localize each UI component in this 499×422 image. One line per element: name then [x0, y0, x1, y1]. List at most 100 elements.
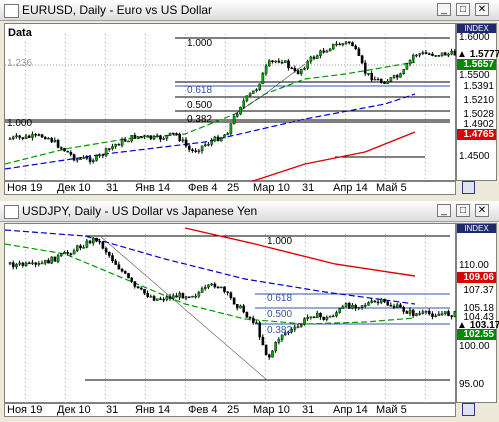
grid-dot — [145, 118, 146, 119]
eurusd-candle — [255, 89, 258, 91]
usdjpy-titlebar[interactable]: USDJPY, Daily - US Dollar vs Japanese Ye… — [0, 201, 499, 222]
chart-settings-icon[interactable] — [462, 403, 475, 416]
eurusd-candle — [351, 42, 354, 47]
grid-dot — [425, 334, 426, 335]
grid-dot — [25, 310, 26, 311]
eurusd-candle — [152, 136, 156, 140]
grid-dot — [105, 382, 106, 383]
grid-dot — [65, 242, 66, 243]
eurusd-candle — [338, 43, 342, 46]
grid-dot — [185, 134, 186, 135]
eurusd-candle — [415, 54, 418, 57]
grid-dot — [225, 98, 226, 99]
usdjpy-candle — [309, 316, 313, 318]
grid-dot — [225, 158, 226, 159]
price-label-1-6000: 1.6000 — [459, 32, 490, 43]
grid-dot — [65, 70, 66, 71]
grid-dot — [425, 54, 426, 55]
grid-dot — [25, 370, 26, 371]
usdjpy-plot-area[interactable]: 1.000 0.618 0.500 0.382 — [4, 223, 457, 403]
usdjpy-candle — [296, 326, 300, 328]
grid-dot — [25, 86, 26, 87]
grid-dot — [25, 274, 26, 275]
grid-dot — [385, 94, 386, 95]
grid-dot — [25, 142, 26, 143]
grid-dot — [225, 154, 226, 155]
minimize-button[interactable]: _ — [437, 3, 451, 16]
grid-dot — [345, 326, 346, 327]
grid-dot — [265, 166, 266, 167]
close-button[interactable]: ✕ — [475, 204, 489, 217]
grid-dot — [225, 50, 226, 51]
usdjpy-candle — [271, 350, 274, 358]
usdjpy-candle — [210, 283, 214, 286]
usdjpy-price-scale[interactable]: INDEX 110.00 109.06 107.37 105.18 104.43… — [456, 223, 499, 403]
usdjpy-candle — [268, 354, 271, 358]
grid-dot — [265, 142, 266, 143]
x-label: Янв 14 — [135, 404, 171, 416]
green-ma-price-box: 102.55 — [457, 329, 496, 340]
grid-dot — [345, 366, 346, 367]
grid-dot — [225, 374, 226, 375]
eurusd-plot-area[interactable]: Data 1.000 1.236 0.618 0.500 0.382 1.000 — [4, 23, 457, 182]
grid-dot — [65, 350, 66, 351]
usdjpy-window-title: USDJPY, Daily - US Dollar vs Japanese Ye… — [22, 204, 258, 218]
grid-dot — [225, 350, 226, 351]
eurusd-candle — [357, 48, 361, 56]
eurusd-candle — [440, 52, 444, 56]
grid-dot — [25, 90, 26, 91]
x-label: 31 — [302, 404, 315, 416]
fib-price-box: 104.43 — [457, 312, 496, 323]
grid-dot — [145, 38, 146, 39]
grid-dot — [225, 78, 226, 79]
eurusd-candle — [376, 78, 380, 81]
grid-dot — [145, 98, 146, 99]
eurusd-price-scale[interactable]: INDEX 1.6000 ▲ 1.5777 1.5657 1.5500 1.53… — [456, 23, 499, 181]
chart-settings-icon[interactable] — [462, 181, 475, 194]
grid-dot — [385, 114, 386, 115]
grid-dot — [425, 394, 426, 395]
grid-dot — [185, 286, 186, 287]
grid-dot — [105, 302, 106, 303]
grid-dot — [425, 258, 426, 259]
grid-dot — [385, 162, 386, 163]
grid-dot — [265, 102, 266, 103]
minimize-button[interactable]: _ — [437, 204, 451, 217]
eurusd-candle — [421, 52, 425, 54]
usdjpy-candle — [91, 237, 95, 244]
usdjpy-candle — [447, 311, 450, 316]
grid-dot — [265, 238, 266, 239]
grid-dot — [345, 314, 346, 315]
grid-dot — [25, 114, 26, 115]
eurusd-candle — [191, 149, 194, 151]
eurusd-titlebar[interactable]: EURUSD, Daily - Euro vs US Dollar _ □ ✕ — [0, 0, 499, 21]
close-button[interactable]: ✕ — [475, 3, 489, 16]
grid-dot — [25, 178, 26, 179]
grid-dot — [25, 66, 26, 67]
usdjpy-candle — [223, 286, 226, 292]
grid-dot — [425, 358, 426, 359]
grid-dot — [265, 114, 266, 115]
usdjpy-candle — [380, 298, 383, 303]
grid-dot — [305, 94, 306, 95]
grid-dot — [145, 46, 146, 47]
eurusd-candle — [380, 79, 383, 83]
grid-dot — [65, 58, 66, 59]
grid-dot — [305, 166, 306, 167]
fib-base-price-box: 1.4902 — [457, 119, 496, 130]
maximize-button[interactable]: □ — [456, 204, 470, 217]
grid-dot — [225, 386, 226, 387]
eurusd-candle — [85, 157, 89, 159]
usdjpy-candle — [392, 306, 396, 308]
grid-dot — [145, 110, 146, 111]
grid-dot — [225, 238, 226, 239]
usdjpy-candle — [402, 307, 406, 312]
grid-dot — [345, 310, 346, 311]
grid-dot — [265, 138, 266, 139]
usdjpy-candle — [354, 305, 358, 309]
grid-dot — [65, 162, 66, 163]
maximize-button[interactable]: □ — [456, 3, 470, 16]
grid-dot — [305, 42, 306, 43]
grid-dot — [345, 66, 346, 67]
grid-dot — [425, 114, 426, 115]
